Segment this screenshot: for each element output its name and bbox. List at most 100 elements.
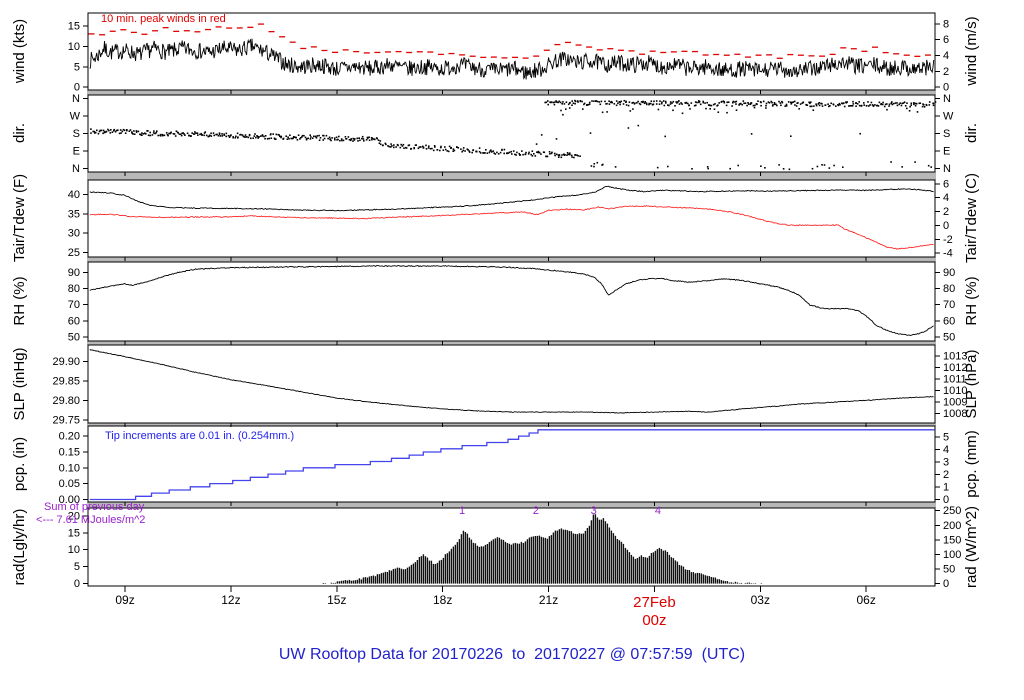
wind-direction-deg (667, 104, 669, 106)
rad-ly-hr (614, 535, 617, 584)
wind-direction-deg (467, 149, 469, 151)
wind-direction-deg (579, 155, 581, 157)
wind-direction-deg (344, 136, 347, 138)
rad-ly-hr (740, 583, 743, 584)
chart-title: UW Rooftop Data for 20170226 to 20170227… (278, 646, 746, 663)
wind-direction-deg (557, 101, 560, 104)
wind-direction-deg (377, 139, 380, 141)
rad-ly-hr (568, 530, 571, 584)
wind-direction-deg (237, 136, 239, 138)
series-group-temp (89, 185, 934, 250)
y-tick-label: 0.00 (59, 494, 80, 506)
wind-direction-deg (446, 150, 449, 152)
wind-direction-deg (606, 102, 608, 105)
wind-direction-deg (809, 102, 811, 105)
wind-direction-deg (307, 137, 309, 140)
wind-direction-deg (179, 133, 182, 136)
y-tick-label: -4 (943, 248, 953, 260)
wind-direction-deg-stray (842, 166, 844, 168)
rad-ly-hr (544, 537, 547, 584)
wind-direction-deg (855, 105, 857, 107)
wind-direction-deg (152, 132, 155, 134)
rad-ly-hr (444, 554, 447, 584)
wind-direction-deg (250, 137, 252, 140)
rad-ly-hr (572, 533, 575, 584)
wind-direction-deg (213, 134, 215, 137)
y-tick-label: 1 (943, 481, 949, 493)
rad-ly-hr (566, 530, 569, 584)
wind-direction-deg (199, 133, 201, 136)
wind-direction-deg (111, 131, 114, 133)
wind-direction-deg (648, 102, 650, 105)
rad-ly-hr (408, 566, 411, 584)
wind-direction-deg (830, 102, 832, 105)
wind-direction-deg (918, 102, 921, 105)
pcp-accum-in (89, 429, 935, 501)
wind-direction-deg (631, 102, 633, 104)
wind-direction-deg (393, 144, 395, 146)
rad-ly-hr (486, 544, 489, 584)
rad-ly-hr (630, 554, 633, 584)
wind-direction-deg (798, 108, 800, 110)
rad-ly-hr (650, 553, 653, 584)
wind-direction-deg (706, 101, 708, 104)
rad-ly-hr (694, 573, 697, 584)
wind-direction-deg (765, 107, 767, 109)
wind-direction-deg (208, 135, 210, 138)
wind-direction-deg (461, 150, 463, 153)
rad-ly-hr (702, 574, 705, 584)
wind-direction-deg (901, 102, 903, 105)
wind-direction-deg (639, 103, 642, 106)
wind-direction-deg (173, 133, 176, 135)
wind-direction-deg (823, 164, 826, 166)
wind-direction-deg (658, 103, 661, 105)
y-tick-label: 50 (943, 331, 955, 343)
wind-direction-deg (806, 104, 809, 106)
rad-ly-hr (430, 560, 433, 584)
wind-direction-deg (765, 104, 767, 107)
rad-ly-hr (610, 530, 613, 584)
wind-direction-deg (135, 130, 138, 132)
rad-ly-hr (668, 554, 671, 584)
wind-direction-deg-stray (627, 127, 630, 129)
wind-direction-deg (105, 130, 108, 133)
wind-direction-deg (531, 150, 534, 152)
wind-direction-deg (872, 104, 875, 107)
wind-direction-deg (280, 135, 283, 138)
wind-direction-deg (314, 135, 317, 138)
y-tick-label: 20 (68, 510, 80, 522)
wind-direction-deg (243, 136, 245, 138)
wind-direction-deg (771, 101, 773, 104)
y-tick-label: 200 (943, 520, 961, 532)
wind-direction-deg (741, 103, 743, 106)
wind-direction-deg (425, 144, 427, 147)
wind-direction-deg (849, 105, 852, 107)
wind-direction-deg (768, 102, 771, 104)
wind-direction-deg (177, 132, 179, 134)
wind-direction-deg (810, 101, 812, 103)
rad-ly-hr (506, 543, 509, 584)
wind-direction-deg (183, 133, 185, 135)
wind-direction-deg (318, 139, 321, 141)
wind-direction-deg (282, 137, 285, 140)
rad-ly-hr (400, 568, 403, 584)
wind-direction-deg-stray (568, 107, 571, 109)
wind-direction-deg (732, 100, 735, 103)
rad-ly-hr (420, 556, 423, 584)
rad-ly-hr (750, 583, 753, 584)
rad-ly-hr (360, 579, 363, 584)
wind-direction-deg (368, 139, 371, 142)
wind-direction-deg (832, 103, 835, 106)
wind-direction-deg (547, 103, 549, 106)
wind-direction-deg (161, 133, 164, 136)
wind-direction-deg (663, 104, 666, 107)
wind-direction-deg (858, 104, 861, 107)
wind-direction-deg (608, 103, 611, 105)
wind-direction-deg (510, 150, 512, 153)
wind-direction-deg (567, 103, 570, 106)
wind-direction-deg (288, 138, 290, 140)
wind-direction-deg (286, 138, 289, 140)
rad-ly-hr (458, 539, 461, 584)
rad-ly-hr (754, 583, 757, 584)
wind-direction-deg (190, 135, 192, 137)
